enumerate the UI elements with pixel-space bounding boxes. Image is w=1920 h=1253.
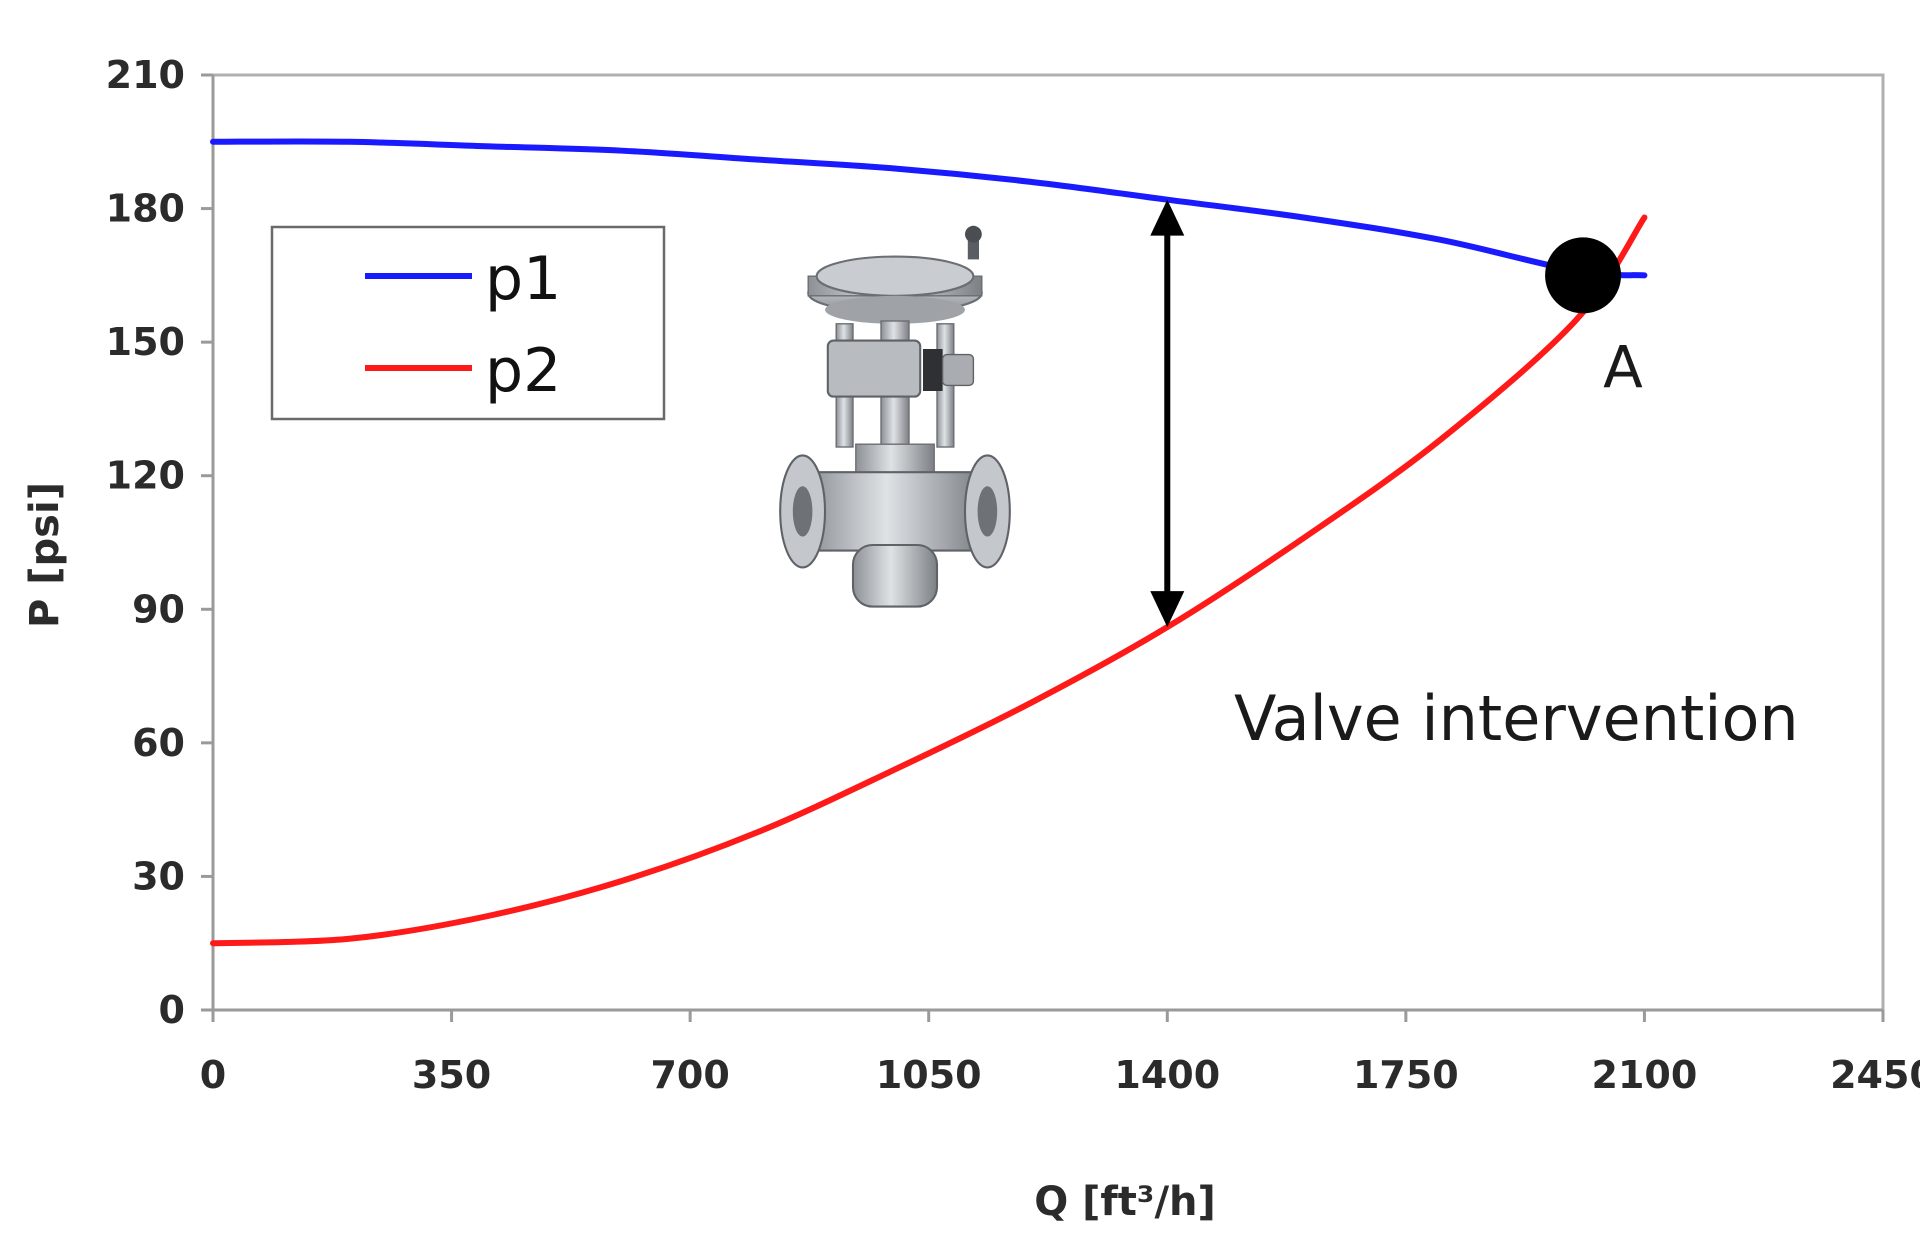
control-valve-icon <box>779 225 1011 608</box>
valve-intervention-label: Valve intervention <box>1234 682 1799 755</box>
y-tick-label: 180 <box>106 187 185 231</box>
x-tick-label: 0 <box>200 1053 226 1097</box>
y-tick-label: 210 <box>106 53 185 97</box>
y-axis-title: P [psi] <box>22 482 68 628</box>
pressure-drop-arrow <box>1150 199 1185 628</box>
x-tick-label: 350 <box>412 1053 491 1097</box>
plot-area <box>211 73 1885 1012</box>
legend-label-p2: p2 <box>485 336 561 406</box>
legend: p1 p2 <box>270 225 666 421</box>
arrow-head-bottom <box>1150 591 1185 628</box>
x-tick-label: 1750 <box>1353 1053 1459 1097</box>
x-tick-label: 2100 <box>1592 1053 1698 1097</box>
legend-box <box>270 225 666 421</box>
x-tick-label: 1050 <box>876 1053 982 1097</box>
y-tick-label: 0 <box>159 988 185 1032</box>
point-a-label: A <box>1603 333 1643 401</box>
x-axis-title: Q [ft³/h] <box>1034 1179 1216 1225</box>
y-tick-label: 30 <box>132 854 185 898</box>
series-line-p2 <box>210 214 1648 947</box>
x-tick-label: 700 <box>650 1053 729 1097</box>
intersection-point-a <box>1545 237 1622 314</box>
x-tick-label: 1400 <box>1114 1053 1220 1097</box>
y-tick-label: 90 <box>132 587 185 631</box>
plot-border <box>211 73 1885 1012</box>
legend-label-p1: p1 <box>485 244 561 314</box>
y-axis: 0 30 60 90 120 150 180 210 <box>106 53 213 1032</box>
y-tick-label: 120 <box>106 454 185 498</box>
series-lines <box>210 138 1648 947</box>
series-line-p1 <box>210 138 1648 279</box>
y-tick-label: 150 <box>106 320 185 364</box>
arrow-head-top <box>1150 199 1185 236</box>
y-tick-label: 60 <box>132 721 185 765</box>
